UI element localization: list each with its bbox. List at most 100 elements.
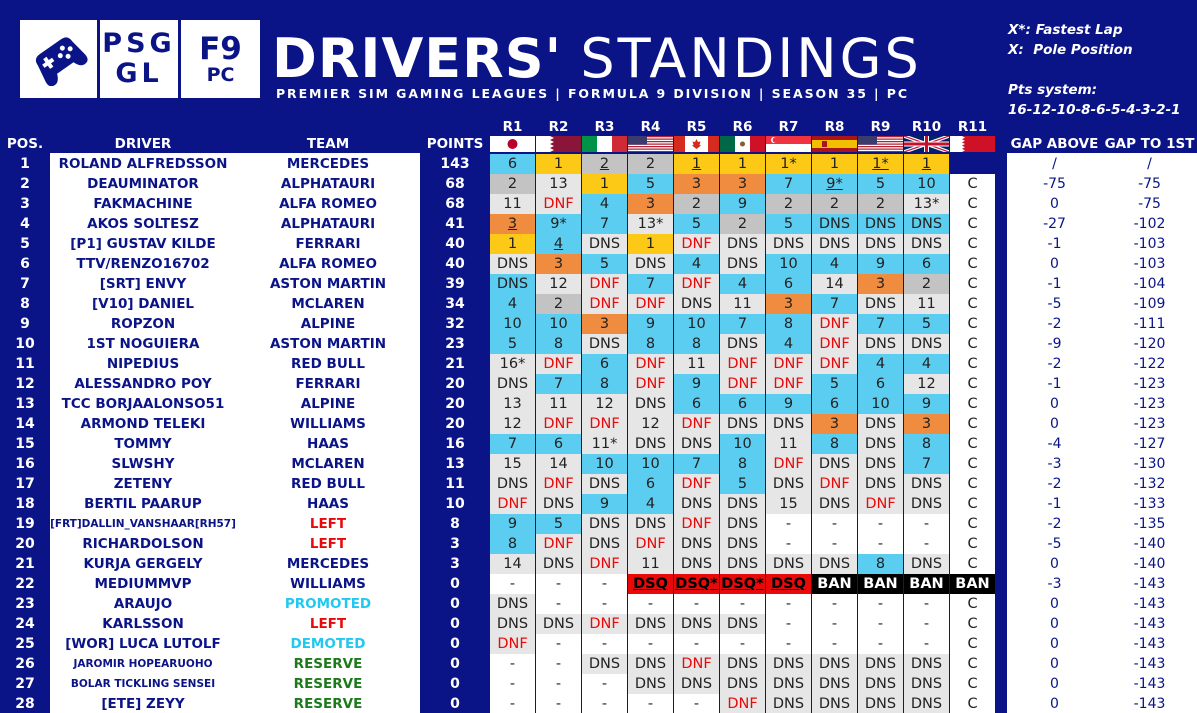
team-name: ASTON MARTIN [269,276,387,292]
gap-first-cell: -111 [1133,316,1166,332]
driver-name: ARMOND TELEKI [80,416,206,432]
result-cell-r2: DNF [536,354,581,374]
result-cell-r9: DNF [858,494,903,514]
team-name: HAAS [307,436,349,452]
result-cell-r1: 5 [490,334,535,354]
team-name: RESERVE [293,676,363,692]
round-label-11: R11 [957,119,988,135]
gap-above-cell: -2 [1047,516,1062,532]
driver-name: TCC BORJAALONSO51 [61,396,225,412]
result-cell-r4: 3 [628,194,673,214]
result-cell-r10: 3 [904,414,949,434]
result-cell-r10: 5 [904,314,949,334]
result-cell-r8: DNS [812,674,857,694]
result-cell-r5: 6 [674,394,719,414]
result-cell-r6: 9 [720,194,765,214]
result-cell-r2: 2 [536,294,581,314]
table-row: 24 KARLSSON LEFT 0 DNS DNS DNF DNS DNS DNS - - - - C 0-… [0,614,1197,634]
result-cell-r7: - [766,514,811,534]
result-cell-r1: DNS [490,274,535,294]
position-cell: 18 [15,496,35,512]
driver-name: [FRT]DALLIN_VANSHAAR[RH57] [50,518,236,530]
table-row: 20 RICHARDOLSON LEFT 3 8 DNF DNS DNF DNS DNS - - - - C… [0,534,1197,554]
position-cell: 25 [15,636,35,652]
result-cell-r9: 9 [858,254,903,274]
table-row: 5 [P1] GUSTAV KILDE FERRARI 40 1 4 DNS 1 DNF DNS D… [0,234,1197,254]
result-cell-r9: DNS [858,214,903,234]
driver-name: JAROMIR HOPEARUOHO [73,658,213,670]
result-cell-r2: DNF [536,194,581,214]
table-row: 18 BERTIL PAARUP HAAS 10 DNF DNS 9 4 DNS DNS 15 DNS… [0,494,1197,514]
result-cell-r3: 11* [582,434,627,454]
result-cell-r9: 1* [858,154,903,174]
result-cell-r10: 9 [904,394,949,414]
result-cell-r5: DNS [674,434,719,454]
gap-first-cell: -122 [1133,356,1166,372]
round-label-2: R2 [548,119,569,135]
result-cell-r11: C [950,214,995,234]
position-cell: 3 [20,196,30,212]
result-cell-r9: DNS [858,434,903,454]
gap-first-cell: -143 [1133,596,1166,612]
header-gap-above: GAP ABOVE [1010,136,1099,152]
result-cell-r5: 3 [674,174,719,194]
points-cell: 23 [445,336,465,352]
team-name: ALPHATAURI [280,176,376,192]
table-row: 17 ZETENY RED BULL 11 DNS DNF DNS 6 DNF 5 DNS DNF DN… [0,474,1197,494]
result-cell-r10: 4 [904,354,949,374]
result-cell-r4: DNS [628,614,673,634]
team-name: ALFA ROMEO [279,256,377,272]
position-cell: 27 [15,676,35,692]
result-cell-r7: DNS [766,414,811,434]
result-cell-r4: 2 [628,154,673,174]
result-cell-r7: 11 [766,434,811,454]
result-cell-r9: - [858,514,903,534]
position-cell: 17 [15,476,35,492]
result-cell-r9: DNS [858,294,903,314]
result-cell-r3: DNS [582,514,627,534]
gap-first-cell: -127 [1133,436,1166,452]
gap-first-cell: -123 [1133,396,1166,412]
f9-logo-line2: PC [206,64,235,86]
position-cell: 16 [15,456,35,472]
driver-name: AKOS SOLTESZ [87,216,199,232]
result-cell-r5: DNS [674,494,719,514]
position-cell: 28 [15,696,35,712]
result-cell-r10: DNS [904,494,949,514]
table-row: 16 SLWSHY MCLAREN 13 15 14 10 10 7 8 DNF DNS DNS 7 C -3… [0,454,1197,474]
usa-flag [858,136,903,152]
gap-first-cell: -143 [1133,636,1166,652]
result-cell-r6: 11 [720,294,765,314]
result-cell-r4: DNS [628,674,673,694]
result-cell-r10: 10 [904,174,949,194]
header-driver: DRIVER [114,136,172,152]
gap-first-cell: -123 [1133,416,1166,432]
result-cell-r1: DNS [490,374,535,394]
result-cell-r10: DNS [904,214,949,234]
points-cell: 0 [450,616,460,632]
points-cell: 68 [445,176,465,192]
gap-first-cell: -123 [1133,376,1166,392]
result-cell-r9: DNS [858,454,903,474]
result-cell-r11: C [950,354,995,374]
result-cell-r4: 8 [628,334,673,354]
result-cell-r6: DNS [720,614,765,634]
f9-logo-line1: F9 [199,31,242,67]
result-cell-r1: - [490,674,535,694]
position-cell: 14 [15,416,35,432]
team-name: LEFT [309,536,347,552]
result-cell-r6: DNF [720,354,765,374]
gap-above-cell: -1 [1047,376,1062,392]
spain-flag [812,136,857,152]
result-cell-r3: - [582,574,627,594]
f9-pc-logo: F9 PC [181,20,260,98]
result-cell-r6: DNS [720,554,765,574]
result-cell-r6: DNF [720,694,765,713]
result-cell-r1: - [490,574,535,594]
result-cell-r9: DNS [858,654,903,674]
result-cell-r4: 5 [628,174,673,194]
result-cell-r3: 7 [582,214,627,234]
position-cell: 19 [15,516,35,532]
gap-first-cell: -140 [1133,536,1166,552]
result-cell-r11: C [950,434,995,454]
